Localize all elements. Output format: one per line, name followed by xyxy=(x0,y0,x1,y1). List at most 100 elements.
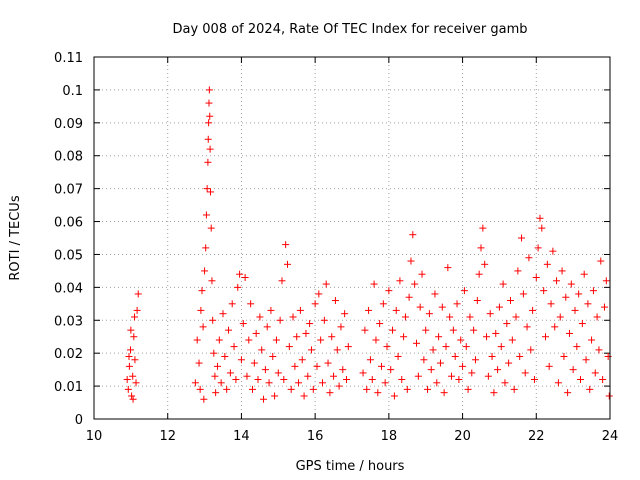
data-point xyxy=(319,379,327,387)
data-point xyxy=(134,290,142,298)
data-point xyxy=(304,372,312,380)
y-tick-label: 0.03 xyxy=(54,314,83,329)
data-point xyxy=(260,395,268,403)
data-point xyxy=(205,119,213,127)
data-point xyxy=(128,392,136,400)
data-point xyxy=(132,379,140,387)
data-point xyxy=(488,352,496,360)
data-point xyxy=(407,257,415,265)
data-point xyxy=(446,313,454,321)
data-point xyxy=(377,362,385,370)
x-tick-label: 22 xyxy=(528,429,545,444)
data-point xyxy=(582,356,590,364)
data-point xyxy=(532,273,540,281)
data-point xyxy=(600,303,608,311)
data-point xyxy=(193,336,201,344)
data-point xyxy=(379,300,387,308)
data-point xyxy=(376,320,384,328)
data-point xyxy=(302,329,310,337)
data-point xyxy=(530,376,538,384)
y-tick-label: 0.01 xyxy=(54,380,83,395)
data-point xyxy=(534,244,542,252)
data-point xyxy=(578,320,586,328)
y-tick-label: 0.04 xyxy=(54,281,83,296)
data-point xyxy=(361,326,369,334)
data-point xyxy=(309,385,317,393)
data-point xyxy=(284,260,291,268)
data-point xyxy=(293,333,301,341)
data-point xyxy=(258,346,266,354)
data-point xyxy=(223,385,231,393)
data-point xyxy=(492,329,500,337)
data-point xyxy=(366,356,374,364)
data-point xyxy=(126,346,134,354)
data-point xyxy=(560,352,568,360)
grid-lines xyxy=(94,57,610,419)
data-point xyxy=(481,260,489,268)
data-point xyxy=(444,264,452,272)
data-point xyxy=(424,385,432,393)
data-point xyxy=(398,376,406,384)
data-point xyxy=(577,376,585,384)
data-point xyxy=(389,326,397,334)
data-point xyxy=(508,336,516,344)
data-point xyxy=(212,389,220,397)
x-tick-label: 12 xyxy=(159,429,176,444)
data-point xyxy=(599,376,607,384)
data-point xyxy=(451,352,459,360)
data-point xyxy=(372,336,380,344)
data-point xyxy=(204,158,212,166)
data-point xyxy=(556,313,564,321)
data-point xyxy=(589,287,597,295)
data-point xyxy=(250,359,258,367)
data-point xyxy=(486,310,494,318)
data-point xyxy=(565,329,573,337)
data-point xyxy=(471,356,479,364)
y-tick-label: 0.08 xyxy=(54,150,83,165)
data-point xyxy=(248,385,256,393)
data-point xyxy=(527,346,535,354)
data-point xyxy=(433,379,441,387)
data-point xyxy=(211,372,219,380)
y-tick-label: 0.06 xyxy=(54,216,83,231)
data-point xyxy=(123,376,131,384)
data-point xyxy=(219,310,227,318)
data-point xyxy=(569,366,577,374)
data-point xyxy=(440,389,448,397)
data-point xyxy=(414,372,422,380)
data-point xyxy=(195,359,203,367)
data-point xyxy=(280,376,288,384)
data-point xyxy=(124,385,132,393)
data-point xyxy=(296,306,304,314)
data-point xyxy=(217,379,225,387)
data-point xyxy=(344,343,352,351)
data-point xyxy=(247,300,255,308)
data-point xyxy=(466,313,474,321)
y-tick-label: 0 xyxy=(75,413,83,428)
data-point xyxy=(593,313,601,321)
y-tick-label: 0.09 xyxy=(54,117,83,132)
data-point xyxy=(422,326,430,334)
data-point xyxy=(324,359,332,367)
data-point xyxy=(307,346,315,354)
y-tick-label: 0.11 xyxy=(54,51,83,66)
data-point xyxy=(403,385,411,393)
data-point xyxy=(449,326,457,334)
data-point xyxy=(383,343,391,351)
data-point xyxy=(225,326,233,334)
data-point xyxy=(597,257,605,265)
data-point xyxy=(516,352,524,360)
axis-ticks xyxy=(93,56,611,420)
data-point xyxy=(538,224,546,232)
data-point xyxy=(427,366,435,374)
data-point xyxy=(567,280,575,288)
data-point xyxy=(341,310,349,318)
data-point xyxy=(359,369,367,377)
data-point xyxy=(495,303,503,311)
data-point xyxy=(198,287,206,295)
data-point xyxy=(462,343,470,351)
data-point xyxy=(278,277,286,285)
data-point xyxy=(420,356,428,364)
x-tick-label: 20 xyxy=(454,429,471,444)
